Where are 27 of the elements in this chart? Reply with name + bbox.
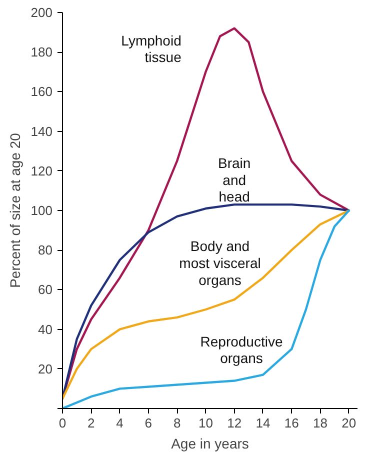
x-tick-label: 2 bbox=[88, 416, 95, 430]
x-tick-label: 18 bbox=[313, 416, 328, 430]
series-label: Body and most visceral organs bbox=[179, 238, 261, 288]
y-tick-label: 140 bbox=[30, 124, 53, 139]
series-label: Lymphoid tissue bbox=[121, 32, 182, 66]
series-label: Brain and head bbox=[218, 155, 251, 205]
y-tick-label: 200 bbox=[30, 5, 53, 20]
y-tick-label: 80 bbox=[38, 242, 53, 258]
x-tick-label: 0 bbox=[58, 416, 66, 430]
y-tick-label: 40 bbox=[38, 322, 53, 337]
series-label: Reproductive organs bbox=[200, 333, 283, 366]
y-tick-label: 120 bbox=[30, 163, 53, 178]
x-tick-label: 8 bbox=[173, 416, 181, 430]
y-tick-label: 160 bbox=[30, 84, 53, 100]
x-axis-title: Age in years bbox=[171, 436, 249, 452]
x-tick-label: 20 bbox=[342, 416, 356, 430]
x-tick-label: 16 bbox=[284, 416, 299, 430]
y-tick-label: 20 bbox=[38, 361, 53, 376]
y-tick-label: 60 bbox=[38, 282, 53, 298]
x-tick-label: 6 bbox=[144, 416, 152, 430]
x-tick-label: 10 bbox=[198, 416, 213, 430]
y-axis-title: Percent of size at age 20 bbox=[6, 132, 23, 288]
x-tick-label: 14 bbox=[256, 416, 270, 430]
x-tick-label: 4 bbox=[116, 416, 124, 430]
x-tick-label: 12 bbox=[227, 416, 242, 430]
y-tick-label: 180 bbox=[30, 44, 53, 60]
y-tick-label: 100 bbox=[30, 203, 53, 218]
